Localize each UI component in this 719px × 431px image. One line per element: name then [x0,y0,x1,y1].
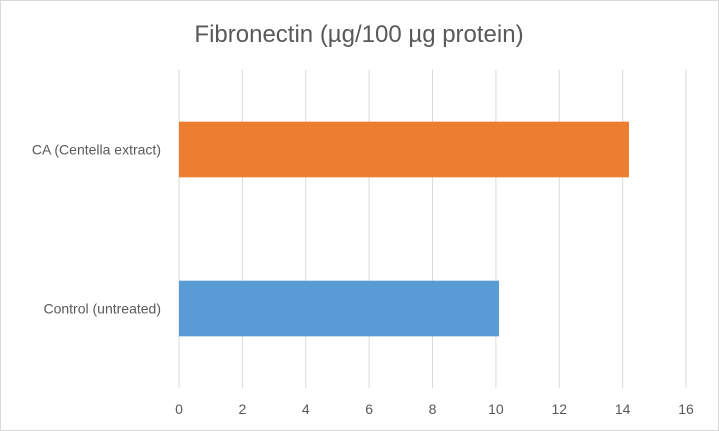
x-tick-label: 10 [488,401,504,417]
bars [179,121,629,337]
gridlines [178,70,687,388]
x-tick-label: 4 [302,401,310,417]
category-label: CA (Centella extract) [32,142,161,158]
x-tick-label: 0 [175,401,183,417]
chart-title: Fibronectin (µg/100 µg protein) [194,21,523,48]
x-tick-labels: 0 2 4 6 8 10 12 14 16 [175,401,694,417]
x-tick-label: 16 [678,401,694,417]
bar-control-untreated [179,280,500,337]
x-tick-label: 8 [429,401,437,417]
category-label: Control (untreated) [43,301,161,317]
x-tick-label: 2 [238,401,246,417]
category-labels: CA (Centella extract) Control (untreated) [32,142,161,317]
x-tick-label: 14 [615,401,631,417]
x-tick-label: 12 [551,401,567,417]
bar-ca-centella-extract [179,121,629,178]
x-tick-label: 6 [365,401,373,417]
